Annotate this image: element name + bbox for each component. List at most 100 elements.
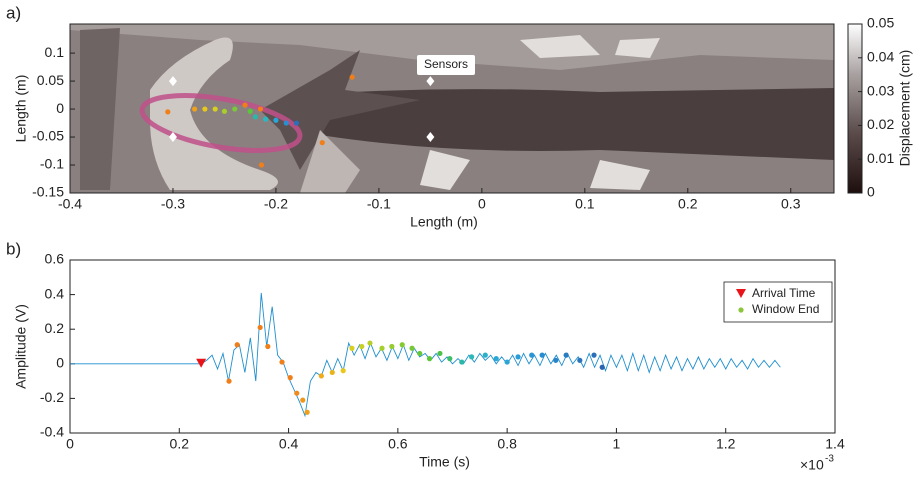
- colorbar-label: Displacement (cm): [897, 50, 913, 167]
- colorbar-tick-label: 0.05: [867, 15, 894, 31]
- point: [252, 114, 258, 120]
- point: [349, 345, 355, 351]
- point: [258, 162, 265, 168]
- point: [257, 324, 263, 331]
- point: [226, 378, 232, 384]
- highlight-ellipse: [139, 93, 303, 153]
- point: [379, 345, 385, 351]
- x-tick-label: 0.1: [575, 196, 595, 212]
- plot-frame: [69, 23, 835, 194]
- colorbar-tick-label: 0.02: [867, 116, 894, 132]
- x-multiplier: ×10: [800, 457, 824, 473]
- sensor: [168, 132, 177, 143]
- displacement-image: [70, 24, 834, 193]
- colorbar-tick-label: 0.01: [867, 150, 894, 166]
- point: [417, 350, 423, 357]
- x-tick-label: 1.4: [825, 436, 845, 452]
- y-tick-label: -0.1: [40, 156, 64, 172]
- point: [399, 342, 405, 348]
- point: [265, 343, 271, 350]
- sensor: [426, 132, 435, 143]
- y-tick-label: 0.6: [45, 251, 65, 267]
- point: [202, 106, 208, 112]
- waveform: [70, 292, 781, 418]
- y-tick-label: -0.15: [32, 184, 64, 200]
- y-tick-label: 0.4: [45, 285, 65, 301]
- point: [389, 343, 395, 350]
- point: [426, 356, 433, 362]
- x-tick-label: 1.2: [716, 436, 736, 452]
- panel-label: a): [6, 3, 21, 22]
- point: [529, 352, 535, 358]
- legend-marker: [738, 307, 744, 313]
- point: [504, 359, 510, 365]
- x-tick-label: -0.1: [367, 196, 391, 212]
- point: [304, 409, 310, 415]
- x-tick-label: 1: [613, 436, 621, 452]
- point: [409, 345, 415, 351]
- x-tick-label: 0.8: [497, 436, 517, 452]
- sensor: [426, 76, 435, 87]
- sensor: [168, 76, 177, 87]
- y-axis-label: Amplitude (V): [13, 304, 29, 389]
- point: [191, 106, 198, 112]
- point: [329, 369, 335, 376]
- point: [553, 357, 559, 363]
- point: [273, 117, 279, 123]
- point: [340, 368, 346, 374]
- point: [437, 350, 443, 357]
- point: [232, 106, 238, 112]
- y-axis-label: Length (m): [13, 75, 29, 143]
- point: [221, 108, 228, 114]
- point: [563, 352, 569, 358]
- x-tick-label: 0.3: [781, 196, 801, 212]
- point: [257, 106, 264, 112]
- point: [300, 397, 306, 403]
- colorbar-tick-label: 0.03: [867, 82, 894, 98]
- point: [319, 140, 325, 146]
- x-tick-label: 0: [66, 436, 74, 452]
- point: [165, 109, 171, 115]
- x-multiplier-exponent: -3: [825, 454, 834, 465]
- colorbar-tick-label: 0.04: [867, 49, 894, 65]
- y-tick-label: 0: [56, 100, 64, 116]
- point: [263, 116, 269, 122]
- x-tick-label: 0.2: [678, 196, 698, 212]
- y-tick-label: -0.4: [40, 424, 64, 440]
- legend-label: Arrival Time: [752, 286, 816, 300]
- x-tick-label: -0.3: [161, 196, 185, 212]
- point: [577, 357, 583, 363]
- point: [482, 352, 488, 358]
- annotation: Sensors: [424, 57, 468, 71]
- arrival-marker: [196, 358, 207, 368]
- plot-frame: [69, 259, 836, 434]
- y-tick-label: -0.2: [40, 389, 64, 405]
- point: [469, 354, 475, 360]
- point: [283, 120, 289, 126]
- y-tick-label: 0.2: [45, 320, 65, 336]
- point: [447, 356, 453, 362]
- point: [294, 390, 300, 396]
- x-tick-label: -0.2: [264, 196, 288, 212]
- point: [493, 356, 499, 362]
- x-tick-label: 0: [478, 196, 486, 212]
- colorbar-tick-label: 0: [867, 184, 875, 200]
- point: [367, 340, 373, 346]
- point: [279, 359, 285, 365]
- x-axis-label: Time (s): [419, 454, 470, 470]
- x-tick-label: -0.4: [58, 196, 82, 212]
- point: [515, 354, 521, 360]
- point: [212, 106, 218, 112]
- point: [359, 343, 365, 350]
- annotation-box: [417, 55, 475, 75]
- point: [318, 373, 324, 379]
- point: [247, 108, 253, 114]
- point: [459, 359, 465, 365]
- x-tick-label: 0.2: [170, 436, 190, 452]
- x-axis-label: Length (m): [410, 214, 478, 230]
- x-tick-label: 0.6: [388, 436, 408, 452]
- y-tick-label: -0.05: [32, 128, 64, 144]
- point: [591, 352, 597, 358]
- legend-marker: [736, 289, 746, 298]
- point: [234, 342, 240, 348]
